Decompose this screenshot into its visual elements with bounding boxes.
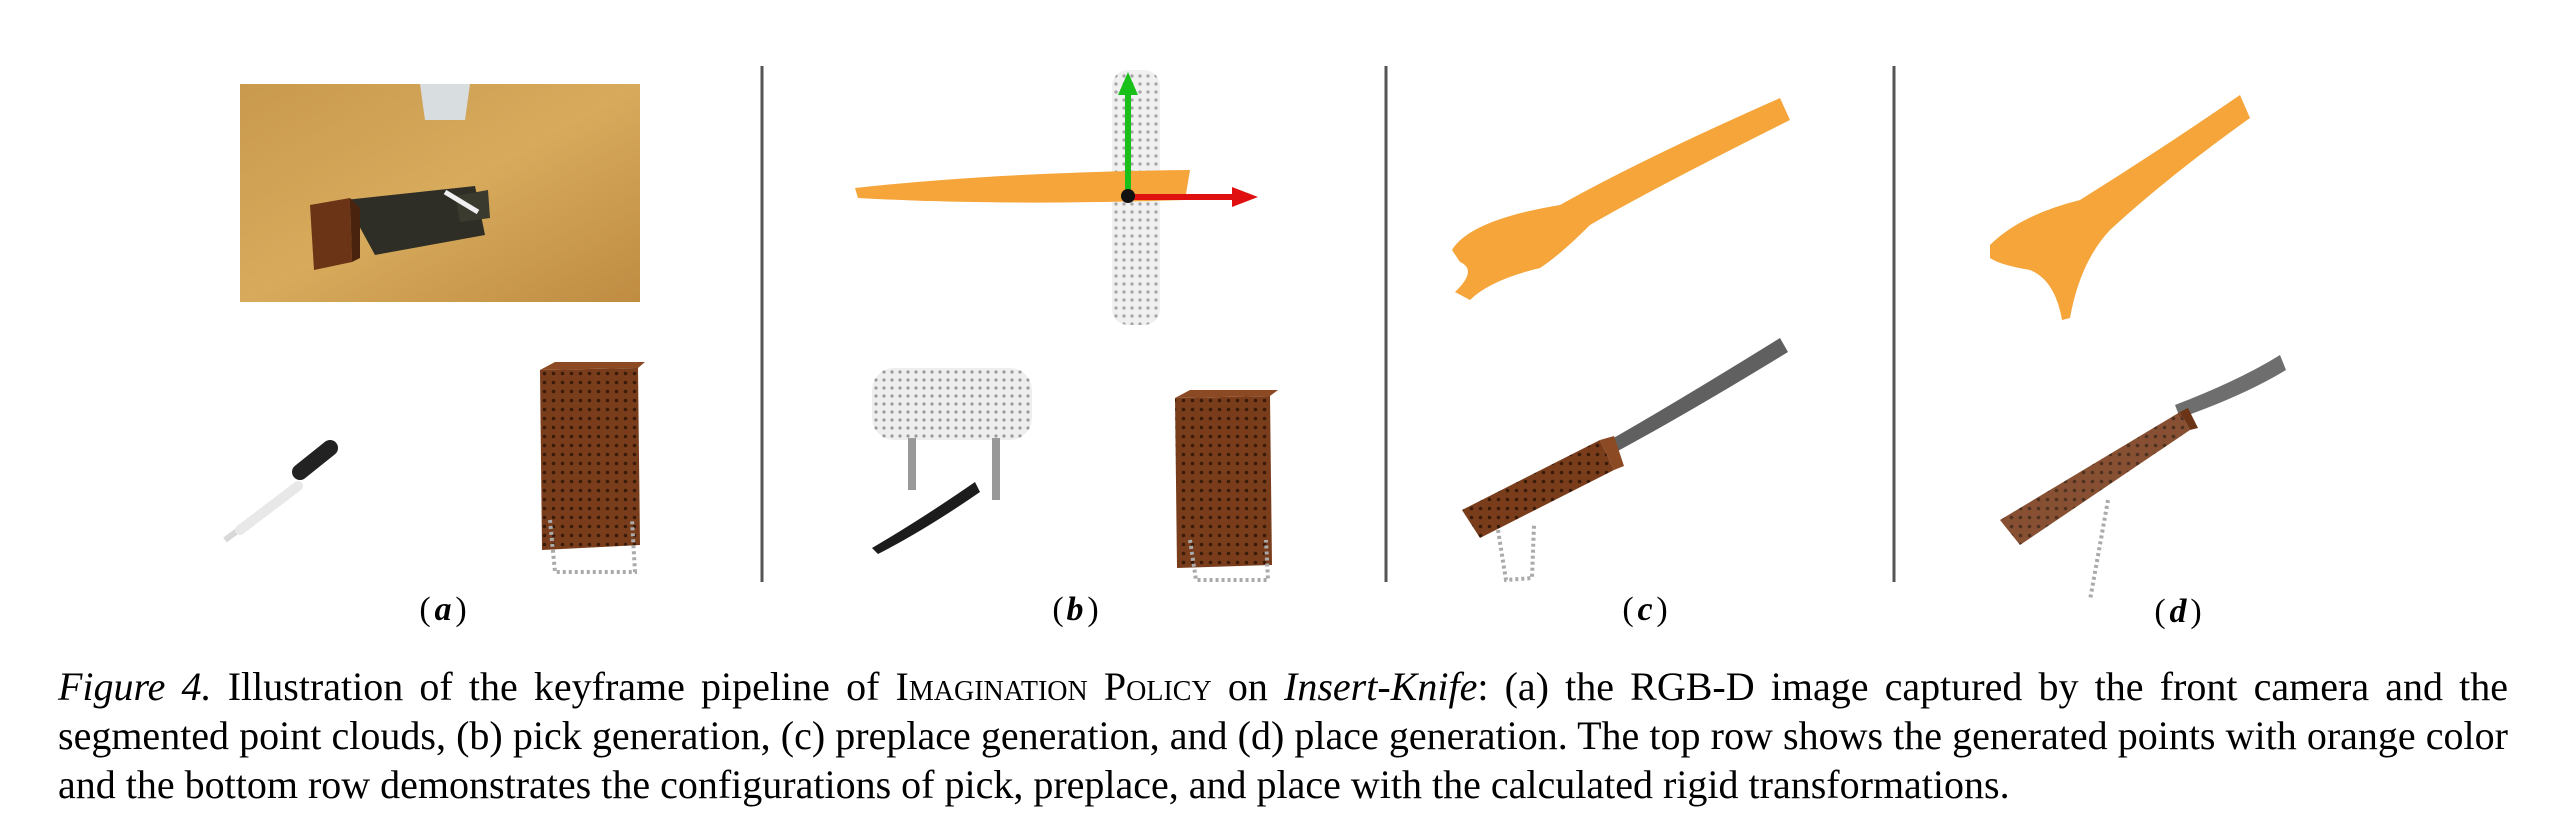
subfigure-label-d: d bbox=[2170, 593, 2188, 630]
knife-point-cloud bbox=[872, 482, 980, 554]
generated-place-points bbox=[1990, 95, 2250, 320]
knife-point-cloud bbox=[2175, 355, 2286, 418]
subfigure-label-b: b bbox=[1067, 591, 1084, 628]
caption-text-3: : (a) the RGB-D image captured by the fr… bbox=[58, 664, 2509, 807]
subfigure-label-c: c bbox=[1637, 591, 1652, 628]
rgb-camera-image bbox=[240, 84, 640, 302]
paren-open-d: ( bbox=[2154, 593, 2165, 630]
gripper-point-cloud-bottom bbox=[872, 368, 1032, 500]
knife-block-point-cloud bbox=[1175, 390, 1278, 582]
caption-method-name: Imagination Policy bbox=[895, 664, 1212, 709]
caption-label: Figure 4. bbox=[58, 664, 212, 709]
paren-close-c: ) bbox=[1656, 591, 1667, 628]
generated-pick-points bbox=[855, 170, 1190, 203]
caption-task-name: Insert-Knife bbox=[1284, 664, 1478, 709]
generated-preplace-points bbox=[1452, 98, 1790, 300]
caption-text-1: Illustration of the keyframe pipeline of bbox=[211, 664, 896, 709]
knife-block-point-cloud bbox=[1462, 436, 1624, 583]
paren-close-a: ) bbox=[455, 591, 466, 628]
knife-block-point-cloud bbox=[2000, 408, 2198, 601]
knife-point-cloud bbox=[1610, 338, 1788, 452]
coordinate-axes bbox=[1118, 72, 1258, 207]
knife-point-cloud bbox=[223, 440, 338, 543]
subfigure-label-a: a bbox=[435, 591, 452, 628]
paren-open-c: ( bbox=[1622, 591, 1633, 628]
panel-a: a ( ) bbox=[223, 84, 645, 628]
panel-b: ( b ) bbox=[855, 70, 1278, 628]
figure-caption: Figure 4. Illustration of the keyframe p… bbox=[58, 662, 2508, 809]
panel-c: ( c ) bbox=[1452, 98, 1790, 628]
paren-close-d: ) bbox=[2190, 593, 2201, 630]
paren-open-b: ( bbox=[1052, 591, 1063, 628]
paren-close-b: ) bbox=[1087, 591, 1098, 628]
panel-d: ( d ) bbox=[1990, 95, 2286, 630]
knife-block-point-cloud bbox=[540, 362, 645, 574]
paren-open-a: ( bbox=[419, 591, 430, 628]
figure-4-illustration: a ( ) ( b bbox=[223, 66, 2286, 630]
caption-text-2: on bbox=[1211, 664, 1285, 709]
